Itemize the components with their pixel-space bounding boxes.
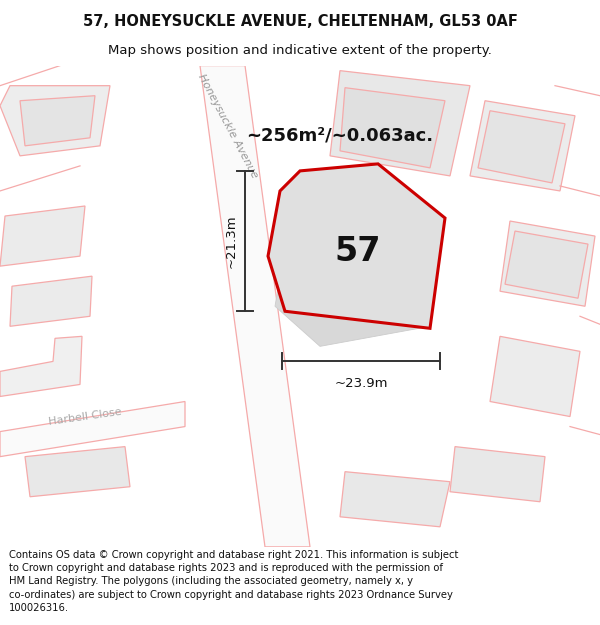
Polygon shape — [0, 336, 82, 396]
Polygon shape — [330, 71, 470, 176]
Text: 57: 57 — [335, 234, 381, 268]
Polygon shape — [478, 111, 565, 183]
Text: ~21.3m: ~21.3m — [224, 214, 238, 268]
Text: Honeysuckle Avenue: Honeysuckle Avenue — [196, 72, 260, 179]
Polygon shape — [200, 66, 310, 547]
Polygon shape — [0, 401, 185, 457]
Text: 57, HONEYSUCKLE AVENUE, CHELTENHAM, GL53 0AF: 57, HONEYSUCKLE AVENUE, CHELTENHAM, GL53… — [83, 14, 517, 29]
Text: ~23.9m: ~23.9m — [334, 377, 388, 390]
Polygon shape — [340, 472, 450, 527]
Polygon shape — [490, 336, 580, 416]
Polygon shape — [275, 176, 440, 346]
Polygon shape — [268, 164, 445, 328]
Polygon shape — [470, 101, 575, 191]
Polygon shape — [0, 86, 110, 156]
Polygon shape — [10, 276, 92, 326]
Polygon shape — [0, 206, 85, 266]
Text: Map shows position and indicative extent of the property.: Map shows position and indicative extent… — [108, 44, 492, 58]
Polygon shape — [340, 88, 445, 168]
Text: Contains OS data © Crown copyright and database right 2021. This information is : Contains OS data © Crown copyright and d… — [9, 550, 458, 612]
Polygon shape — [505, 231, 588, 298]
Text: Harbell Close: Harbell Close — [48, 406, 122, 427]
Polygon shape — [450, 447, 545, 502]
Text: ~256m²/~0.063ac.: ~256m²/~0.063ac. — [247, 127, 434, 145]
Polygon shape — [25, 447, 130, 497]
Polygon shape — [500, 221, 595, 306]
Polygon shape — [20, 96, 95, 146]
